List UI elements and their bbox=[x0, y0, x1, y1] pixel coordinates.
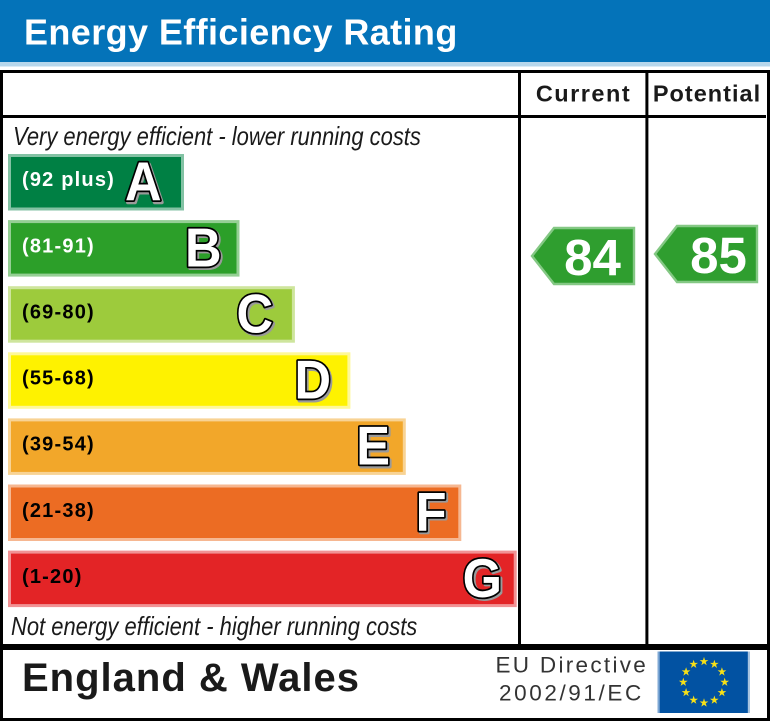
svg-text:(21-38): (21-38) bbox=[22, 500, 95, 522]
svg-text:F: F bbox=[416, 482, 447, 543]
svg-text:A: A bbox=[125, 151, 162, 212]
svg-text:E: E bbox=[358, 417, 392, 478]
svg-text:(69-80): (69-80) bbox=[22, 302, 95, 324]
svg-text:C: C bbox=[238, 285, 275, 346]
svg-text:(1-20): (1-20) bbox=[22, 566, 83, 588]
svg-text:Potential: Potential bbox=[653, 81, 761, 107]
svg-text:A: A bbox=[127, 153, 164, 214]
svg-text:E: E bbox=[356, 416, 390, 477]
svg-text:(39-54): (39-54) bbox=[22, 434, 95, 456]
svg-text:(55-68): (55-68) bbox=[22, 368, 95, 390]
svg-text:85: 85 bbox=[690, 227, 747, 284]
svg-text:G: G bbox=[464, 550, 503, 611]
svg-text:B: B bbox=[185, 217, 222, 278]
svg-text:D: D bbox=[296, 351, 333, 412]
svg-text:(81-91): (81-91) bbox=[22, 235, 95, 257]
svg-text:B: B bbox=[187, 219, 224, 280]
svg-text:2002/91/EC: 2002/91/EC bbox=[499, 681, 644, 706]
svg-text:D: D bbox=[294, 350, 331, 411]
svg-text:G: G bbox=[463, 548, 502, 609]
svg-text:Energy Efficiency Rating: Energy Efficiency Rating bbox=[24, 12, 458, 53]
svg-text:Not energy efficient - higher: Not energy efficient - higher running co… bbox=[11, 612, 417, 641]
svg-text:F: F bbox=[417, 484, 448, 545]
svg-text:England & Wales: England & Wales bbox=[22, 656, 360, 700]
svg-text:(92 plus): (92 plus) bbox=[22, 169, 115, 191]
svg-text:EU Directive: EU Directive bbox=[496, 653, 649, 678]
svg-text:Very energy efficient - lower: Very energy efficient - lower running co… bbox=[13, 122, 421, 151]
svg-text:C: C bbox=[236, 284, 273, 345]
svg-text:84: 84 bbox=[564, 229, 621, 286]
svg-text:Current: Current bbox=[536, 81, 631, 107]
